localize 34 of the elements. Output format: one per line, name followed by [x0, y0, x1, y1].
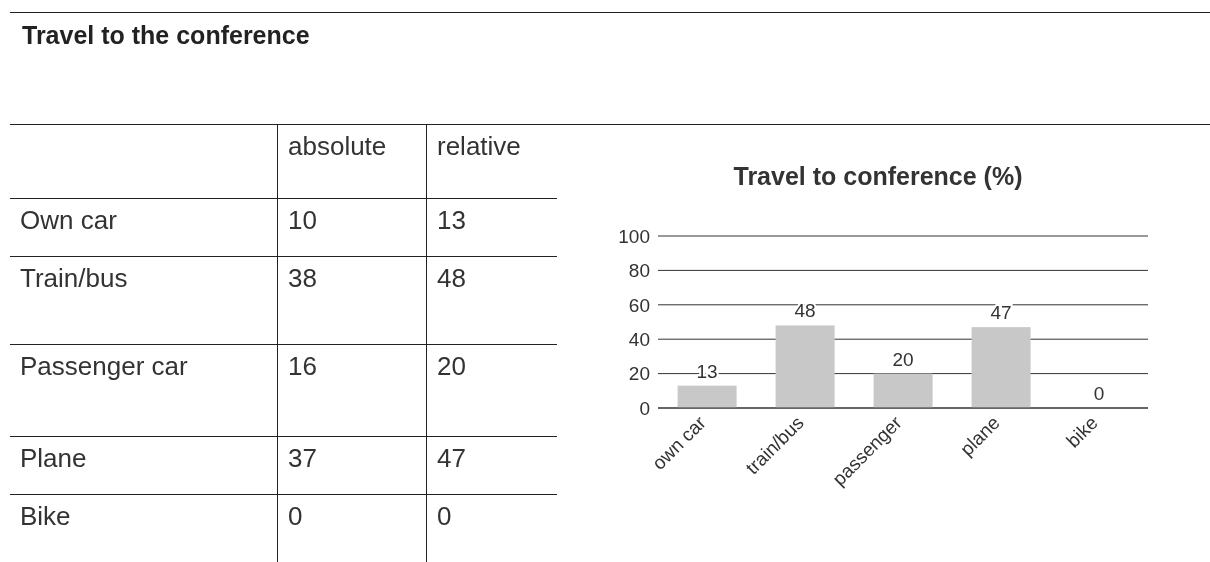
x-tick-label: bike: [1062, 411, 1102, 452]
text: absolute: [277, 125, 426, 198]
category-label: Passenger car: [19, 350, 189, 383]
data-label: 16: [277, 345, 426, 436]
text: relative: [426, 125, 557, 198]
data-label: 20: [892, 348, 914, 370]
category-label: Plane: [19, 442, 88, 475]
category-label: Bike: [19, 500, 72, 533]
y-tick-label: 0: [639, 397, 650, 419]
y-tick-label: 40: [628, 328, 650, 350]
data-label: 20: [426, 345, 557, 436]
data-label: 10: [277, 199, 426, 256]
y-tick-label: 20: [628, 363, 650, 385]
y-tick-label: 80: [628, 260, 650, 282]
data-label: 0: [426, 495, 557, 562]
data-label: 48: [794, 300, 816, 322]
bar: [971, 327, 1031, 408]
text: Travel to the conference: [22, 21, 310, 50]
data-label: 38: [277, 257, 426, 344]
data-label: 13: [426, 199, 557, 256]
data-label: 47: [426, 437, 557, 494]
data-label: 48: [426, 257, 557, 344]
y-tick-label: 60: [628, 294, 650, 316]
data-label: 0: [277, 495, 426, 562]
bar: [775, 325, 835, 408]
y-tick-label: 100: [618, 225, 650, 247]
chart-title: Travel to conference (%): [732, 162, 1024, 191]
data-label: 0: [1093, 383, 1105, 404]
data-label: 47: [990, 302, 1012, 324]
category-label: Train/bus: [19, 262, 129, 295]
category-label: Own car: [19, 204, 118, 237]
bar: [677, 385, 737, 408]
data-label: 37: [277, 437, 426, 494]
bar: [873, 373, 933, 408]
